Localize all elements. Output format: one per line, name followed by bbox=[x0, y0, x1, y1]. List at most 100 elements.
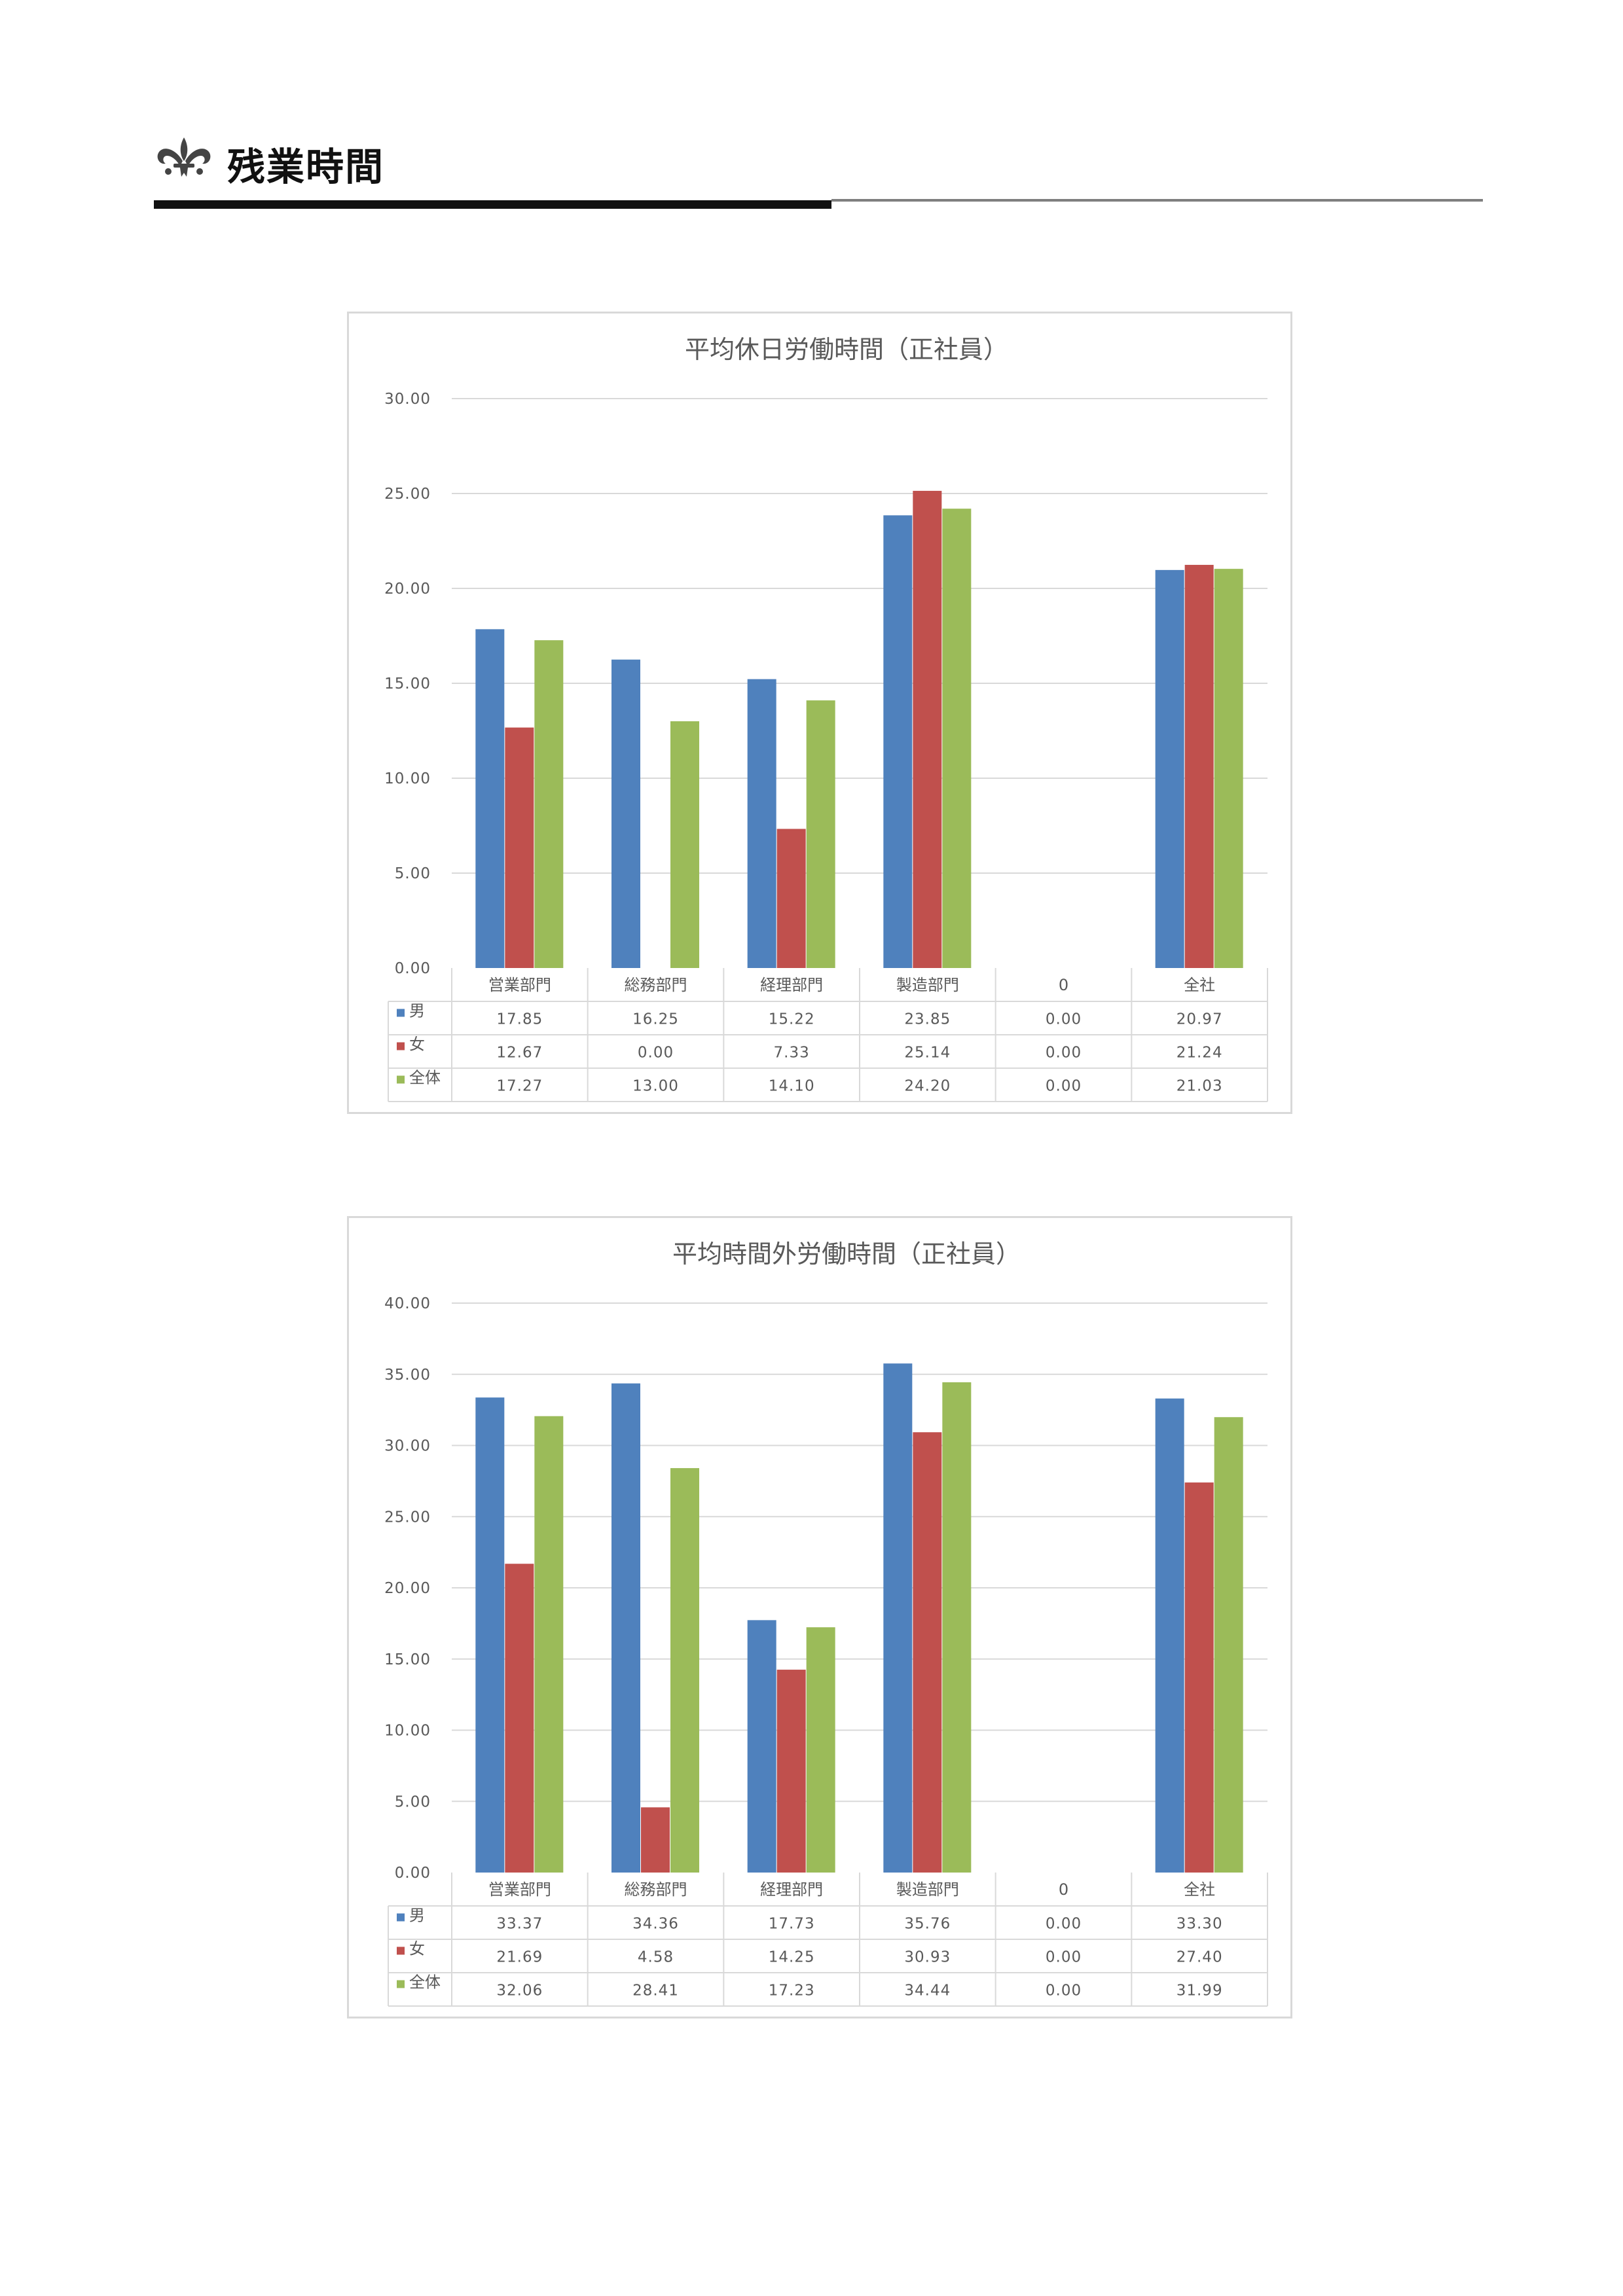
data-table-cell: 28.41 bbox=[632, 1982, 679, 2000]
legend-label-male: 男 bbox=[409, 1907, 425, 1925]
y-tick-label: 25.00 bbox=[384, 1509, 431, 1526]
y-tick-label: 0.00 bbox=[395, 960, 431, 977]
data-table-cell: 21.69 bbox=[496, 1949, 543, 1966]
bar-female bbox=[913, 1432, 942, 1873]
data-table-cell: 16.25 bbox=[632, 1011, 679, 1028]
y-tick-label: 15.00 bbox=[384, 675, 431, 692]
data-table-cell: 17.85 bbox=[496, 1011, 543, 1028]
page-header: 残業時間 bbox=[154, 124, 1483, 216]
bar-male bbox=[475, 629, 505, 968]
bar-all bbox=[806, 1627, 835, 1873]
data-table-cell: 21.24 bbox=[1176, 1045, 1223, 1062]
category-label: 0 bbox=[1059, 976, 1068, 994]
bar-all bbox=[806, 700, 835, 968]
data-table-cell: 20.97 bbox=[1176, 1011, 1223, 1028]
data-table-cell: 33.37 bbox=[496, 1916, 543, 1933]
data-table-cell: 33.30 bbox=[1176, 1916, 1223, 1933]
bar-female bbox=[1184, 1482, 1214, 1873]
y-tick-label: 40.00 bbox=[384, 1295, 431, 1312]
data-table-cell: 34.36 bbox=[632, 1916, 679, 1933]
holiday-work-chart-svg: 平均休日労働時間（正社員） 0.00 5.00 10.00 15.00 20.00 25.0… bbox=[384, 335, 1268, 1102]
data-table-cell: 17.23 bbox=[769, 1982, 815, 2000]
data-table-cell: 24.20 bbox=[904, 1078, 951, 1095]
header-rule-thin bbox=[831, 199, 1483, 202]
bar-all bbox=[534, 640, 564, 968]
y-tick-label: 20.00 bbox=[384, 581, 431, 598]
data-table-cell: 25.14 bbox=[904, 1045, 951, 1062]
legend-label-all: 全体 bbox=[409, 1069, 441, 1087]
legend-key-female bbox=[397, 1946, 405, 1955]
y-tick-label: 15.00 bbox=[384, 1651, 431, 1668]
legend-key-all bbox=[397, 1980, 405, 1988]
bar-male bbox=[475, 1397, 505, 1873]
bar-all bbox=[1214, 1417, 1243, 1873]
data-table-cell: 0.00 bbox=[1046, 1011, 1082, 1028]
data-table-cell: 0.00 bbox=[1046, 1078, 1082, 1095]
data-table-cell: 0.00 bbox=[1046, 1982, 1082, 2000]
y-tick-label: 5.00 bbox=[395, 865, 431, 882]
category-label: 製造部門 bbox=[896, 1880, 959, 1899]
data-table-cell: 35.76 bbox=[904, 1916, 951, 1933]
y-tick-label: 30.00 bbox=[384, 1438, 431, 1455]
y-tick-label: 0.00 bbox=[395, 1865, 431, 1882]
data-table-cell: 14.25 bbox=[769, 1949, 815, 1966]
category-label: 総務部門 bbox=[625, 1880, 687, 1899]
bar-all bbox=[534, 1416, 564, 1873]
data-table-cell: 12.67 bbox=[496, 1045, 543, 1062]
page-title: 残業時間 bbox=[227, 145, 385, 189]
category-label: 経理部門 bbox=[760, 976, 823, 994]
y-tick-label: 20.00 bbox=[384, 1580, 431, 1597]
category-label: 全社 bbox=[1184, 1880, 1215, 1899]
data-table-cell: 0.00 bbox=[1046, 1949, 1082, 1966]
legend-key-male bbox=[397, 1009, 405, 1017]
bar-all bbox=[942, 509, 972, 968]
y-tick-label: 25.00 bbox=[384, 486, 431, 503]
data-table-cell: 17.73 bbox=[769, 1916, 815, 1933]
category-label: 経理部門 bbox=[760, 1880, 823, 1899]
overtime-work-chart: 平均時間外労働時間（正社員） 0.00 5.00 10.00 15.00 20.00 25.… bbox=[347, 1216, 1292, 2018]
overtime-work-chart-svg: 平均時間外労働時間（正社員） 0.00 5.00 10.00 15.00 20.00 25.… bbox=[384, 1240, 1268, 2007]
data-table-cell: 31.99 bbox=[1176, 1982, 1223, 2000]
category-label: 0 bbox=[1059, 1880, 1068, 1899]
category-label: 総務部門 bbox=[625, 976, 687, 994]
data-table-cell: 34.44 bbox=[904, 1982, 951, 2000]
category-label: 営業部門 bbox=[488, 1880, 551, 1899]
bar-male bbox=[1155, 1398, 1184, 1873]
fleur-de-lis-icon bbox=[157, 137, 211, 177]
bar-all bbox=[670, 721, 699, 968]
data-table-cell: 13.00 bbox=[632, 1078, 679, 1095]
bar-female bbox=[776, 1670, 806, 1873]
header-rule bbox=[154, 200, 831, 209]
bar-male bbox=[747, 1620, 776, 1873]
bar-male bbox=[883, 515, 913, 968]
y-tick-label: 30.00 bbox=[384, 391, 431, 408]
bar-male bbox=[611, 659, 640, 968]
data-table-cell: 4.58 bbox=[638, 1949, 674, 1966]
y-tick-label: 10.00 bbox=[384, 770, 431, 787]
bar-female bbox=[1184, 565, 1214, 968]
data-table-cell: 14.10 bbox=[769, 1078, 815, 1095]
bar-female bbox=[913, 490, 942, 968]
holiday-work-chart: 平均休日労働時間（正社員） 0.00 5.00 10.00 15.00 20.00 25.0… bbox=[347, 312, 1292, 1114]
data-table-cell: 32.06 bbox=[496, 1982, 543, 2000]
chart-title: 平均時間外労働時間（正社員） bbox=[672, 1240, 1021, 1268]
bar-female bbox=[776, 829, 806, 968]
legend-key-female bbox=[397, 1042, 405, 1050]
y-tick-label: 5.00 bbox=[395, 1793, 431, 1810]
category-label: 営業部門 bbox=[488, 976, 551, 994]
bar-male bbox=[747, 679, 776, 968]
data-table-cell: 27.40 bbox=[1176, 1949, 1223, 1966]
legend-label-female: 女 bbox=[409, 1035, 425, 1054]
bar-male bbox=[611, 1383, 640, 1873]
bar-female bbox=[505, 1564, 534, 1873]
category-label: 全社 bbox=[1184, 976, 1215, 994]
bar-all bbox=[1214, 569, 1243, 968]
data-table-cell: 0.00 bbox=[638, 1045, 674, 1062]
legend-key-male bbox=[397, 1913, 405, 1922]
data-table-cell: 0.00 bbox=[1046, 1045, 1082, 1062]
bar-male bbox=[1155, 569, 1184, 968]
data-table-cell: 23.85 bbox=[904, 1011, 951, 1028]
data-table-cell: 15.22 bbox=[769, 1011, 815, 1028]
bar-male bbox=[883, 1363, 913, 1873]
data-table-cell: 17.27 bbox=[496, 1078, 543, 1095]
